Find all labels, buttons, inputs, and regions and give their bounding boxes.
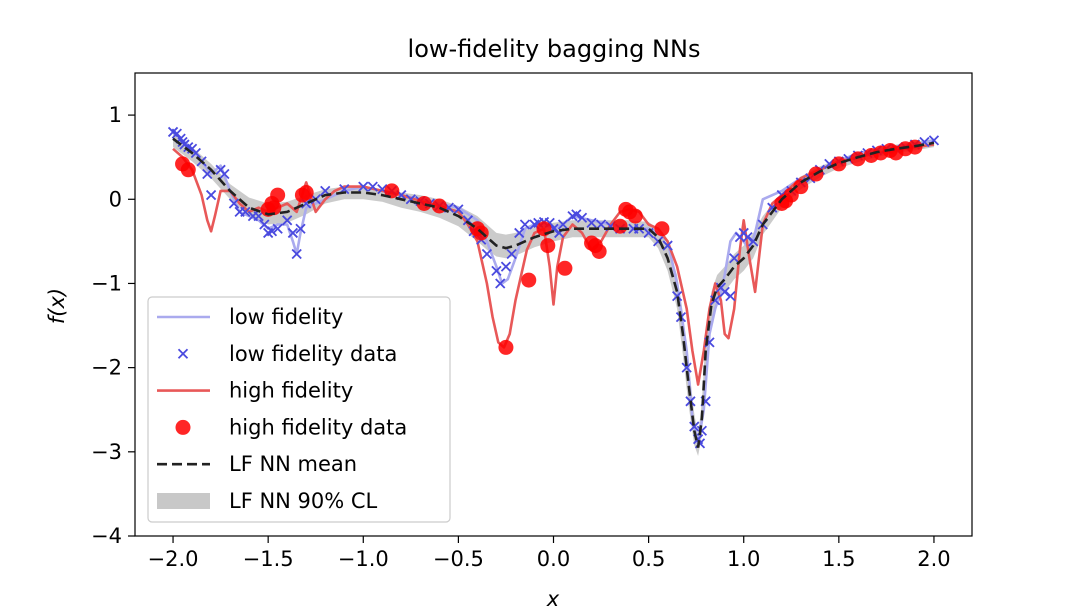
- high-fidelity-data-point: [416, 195, 432, 211]
- low-fidelity-data-point: [506, 248, 517, 260]
- x-tick-label: 1.0: [727, 547, 760, 571]
- high-fidelity-data-point: [831, 156, 847, 172]
- high-fidelity-data-point: [793, 179, 809, 195]
- low-fidelity-data-point: [586, 217, 597, 228]
- x-tick-label: 0.5: [632, 547, 665, 571]
- legend-label: high fidelity: [229, 379, 353, 403]
- low-fidelity-data-point: [453, 204, 464, 215]
- y-tick-label: −1: [91, 271, 122, 295]
- legend-entry-nn-band: LF NN 90% CL: [157, 489, 378, 513]
- x-axis-label: x: [546, 587, 560, 611]
- high-fidelity-data-point: [384, 183, 400, 199]
- low-fidelity-data-point: [367, 181, 378, 192]
- high-fidelity-data-point: [180, 162, 196, 178]
- high-fidelity-data-point: [498, 339, 514, 355]
- x-tick-label: −1.5: [243, 547, 294, 571]
- high-fidelity-data-point: [591, 243, 607, 259]
- x-tick-label: −0.5: [433, 547, 484, 571]
- low-fidelity-data-point: [295, 223, 306, 234]
- legend-frame: [147, 296, 451, 523]
- y-axis-label-group: f(x): [45, 288, 69, 324]
- high-fidelity-data-point: [540, 238, 556, 254]
- low-fidelity-data-point: [358, 181, 369, 192]
- high-fidelity-data-point: [270, 187, 286, 203]
- legend: low fidelity low fidelity data high fideli…: [147, 296, 451, 523]
- low-fidelity-data-point: [272, 223, 283, 234]
- high-fidelity-data-point: [298, 185, 314, 201]
- low-fidelity-data-point: [287, 227, 299, 239]
- high-fidelity-data-point: [536, 221, 552, 237]
- low-fidelity-data-point: [681, 362, 692, 373]
- low-fidelity-data-point: [662, 240, 673, 251]
- y-axis-label: f(x): [45, 288, 69, 324]
- legend-label: low fidelity data: [229, 342, 397, 366]
- low-fidelity-data-point: [557, 219, 569, 230]
- high-fidelity-data-point: [266, 200, 282, 216]
- legend-label: low fidelity: [229, 305, 343, 329]
- x-tick-label: −1.0: [338, 547, 389, 571]
- low-fidelity-data-point: [519, 219, 531, 230]
- low-fidelity-data-point: [500, 261, 512, 272]
- low-fidelity-data-point: [719, 286, 730, 298]
- low-fidelity-data-point: [576, 212, 588, 223]
- high-fidelity-data-point: [612, 218, 628, 234]
- chart-title: low-fidelity bagging NNs: [408, 35, 701, 63]
- x-tick-label: −2.0: [148, 547, 199, 571]
- low-fidelity-data-point: [491, 265, 502, 276]
- legend-entry-high-fidelity: high fidelity: [157, 379, 353, 403]
- y-tick-label: −4: [91, 524, 122, 548]
- high-fidelity-data-point: [627, 208, 643, 224]
- low-fidelity-data-point: [672, 290, 683, 302]
- low-fidelity-data-point: [729, 253, 740, 264]
- y-axis-ticks: 1 0 −1 −2 −3 −4: [91, 103, 135, 548]
- high-fidelity-data-point: [521, 272, 537, 288]
- y-tick-label: 1: [109, 103, 122, 127]
- legend-label: LF NN 90% CL: [229, 489, 378, 513]
- low-fidelity-data-point: [190, 147, 202, 159]
- legend-entry-low-fidelity-data: low fidelity data: [177, 342, 397, 366]
- low-fidelity-data-point: [481, 248, 493, 260]
- x-axis-ticks: −2.0 −1.5 −1.0 −0.5 0.0 0.5 1.0 1.5 2.0: [148, 536, 951, 571]
- low-fidelity-data-point: [495, 278, 506, 289]
- high-fidelity-data-point: [654, 221, 670, 237]
- legend-label: high fidelity data: [229, 415, 407, 439]
- low-fidelity-data-point: [205, 189, 217, 201]
- low-fidelity-data-point: [282, 215, 293, 226]
- low-fidelity-data-point: [219, 168, 230, 180]
- high-fidelity-data-point: [850, 151, 866, 167]
- low-fidelity-data-point: [689, 421, 700, 432]
- low-fidelity-data-point: [266, 226, 278, 237]
- low-fidelity-data-point: [253, 210, 264, 222]
- legend-entry-high-fidelity-data: high fidelity data: [175, 415, 407, 439]
- legend-label: LF NN mean: [229, 452, 357, 476]
- low-fidelity-data-point: [710, 295, 721, 306]
- legend-entry-low-fidelity: low fidelity: [157, 305, 343, 329]
- low-fidelity-data-point: [514, 227, 525, 239]
- low-fidelity-data-point: [742, 232, 753, 243]
- low-fidelity-data-point: [202, 168, 213, 180]
- x-tick-label: 1.5: [822, 547, 855, 571]
- high-fidelity-data-point: [557, 260, 573, 276]
- marker-layer: [167, 126, 940, 449]
- low-fidelity-data-point: [291, 248, 302, 260]
- y-tick-label: −3: [91, 440, 122, 464]
- lf-nn-mean-line: [172, 137, 935, 448]
- low-fidelity-data-point: [228, 198, 240, 209]
- x-tick-label: 0.0: [537, 547, 570, 571]
- low-fidelity-data-point: [571, 209, 582, 220]
- y-tick-label: −2: [91, 356, 122, 380]
- x-tick-label: 2.0: [917, 547, 950, 571]
- legend-entry-nn-mean: LF NN mean: [157, 452, 357, 476]
- y-tick-label: 0: [109, 187, 122, 211]
- low-fidelity-data-point: [725, 290, 736, 302]
- low-fidelity-data-point: [240, 206, 251, 218]
